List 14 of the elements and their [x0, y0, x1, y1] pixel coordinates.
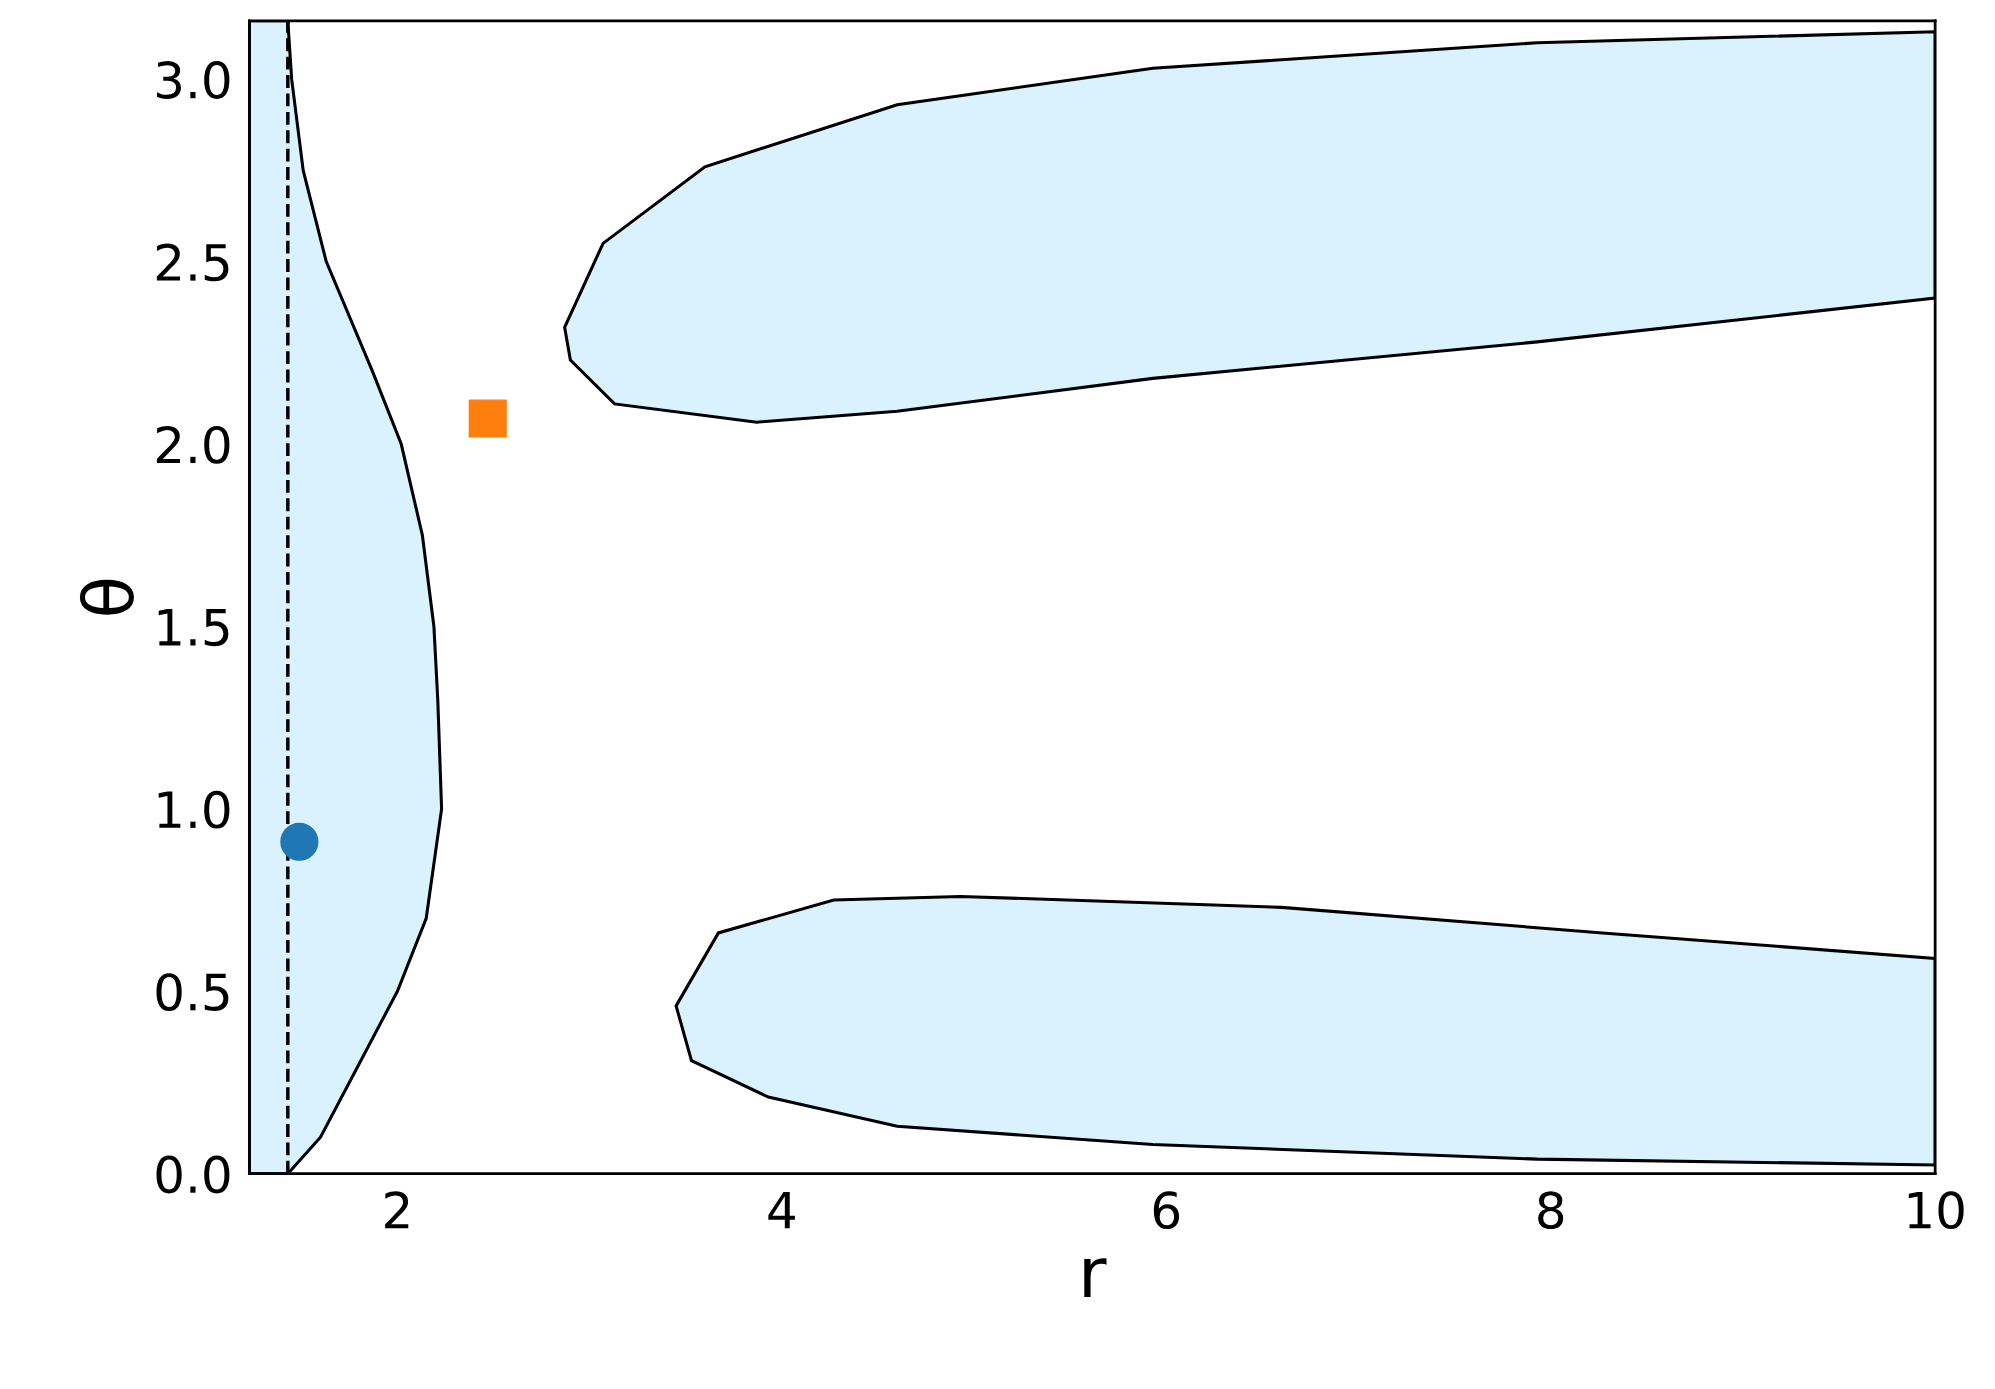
y-tick-label: 2.0: [156, 425, 230, 464]
y-tick-label: 2.5: [156, 243, 229, 282]
x-tick-label: 6: [1153, 1191, 1180, 1230]
x-axis-title: r: [1084, 1258, 1107, 1298]
x-tick-label: 10: [1908, 1191, 1964, 1230]
y-tick-label: 3.0: [157, 61, 230, 99]
y-tick-label: 1.0: [158, 790, 230, 829]
x-tick-label: 4: [768, 1191, 795, 1229]
y-tick-label: 0.0: [156, 1155, 230, 1194]
y-tick-label: 1.5: [158, 609, 229, 647]
y-tick-label: 0.5: [156, 973, 229, 1011]
y-axis-title: θ: [79, 579, 134, 615]
x-tick-label: 2: [385, 1191, 409, 1229]
x-tick-label: 8: [1538, 1191, 1564, 1230]
